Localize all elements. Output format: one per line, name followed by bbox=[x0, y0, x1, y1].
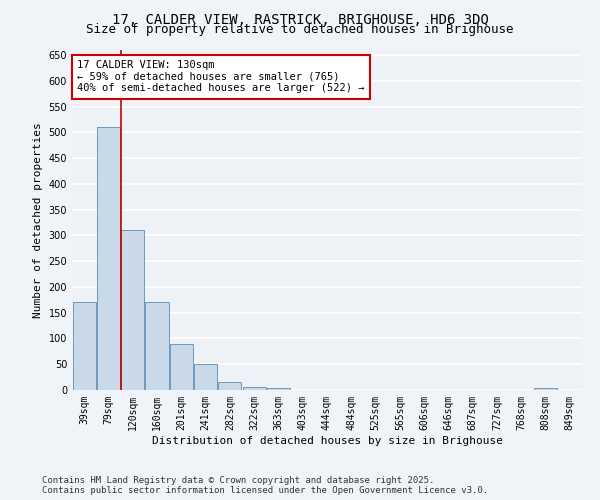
Bar bbox=[267, 388, 290, 390]
Bar bbox=[170, 344, 193, 390]
Bar bbox=[242, 388, 266, 390]
Bar bbox=[194, 364, 217, 390]
X-axis label: Distribution of detached houses by size in Brighouse: Distribution of detached houses by size … bbox=[151, 436, 503, 446]
Bar bbox=[534, 388, 557, 390]
Bar bbox=[121, 230, 144, 390]
Text: Size of property relative to detached houses in Brighouse: Size of property relative to detached ho… bbox=[86, 22, 514, 36]
Text: 17, CALDER VIEW, RASTRICK, BRIGHOUSE, HD6 3DQ: 17, CALDER VIEW, RASTRICK, BRIGHOUSE, HD… bbox=[112, 12, 488, 26]
Text: 17 CALDER VIEW: 130sqm
← 59% of detached houses are smaller (765)
40% of semi-de: 17 CALDER VIEW: 130sqm ← 59% of detached… bbox=[77, 60, 365, 94]
Y-axis label: Number of detached properties: Number of detached properties bbox=[33, 122, 43, 318]
Bar bbox=[97, 128, 120, 390]
Bar bbox=[73, 302, 95, 390]
Bar bbox=[218, 382, 241, 390]
Text: Contains HM Land Registry data © Crown copyright and database right 2025.
Contai: Contains HM Land Registry data © Crown c… bbox=[42, 476, 488, 495]
Bar bbox=[145, 302, 169, 390]
